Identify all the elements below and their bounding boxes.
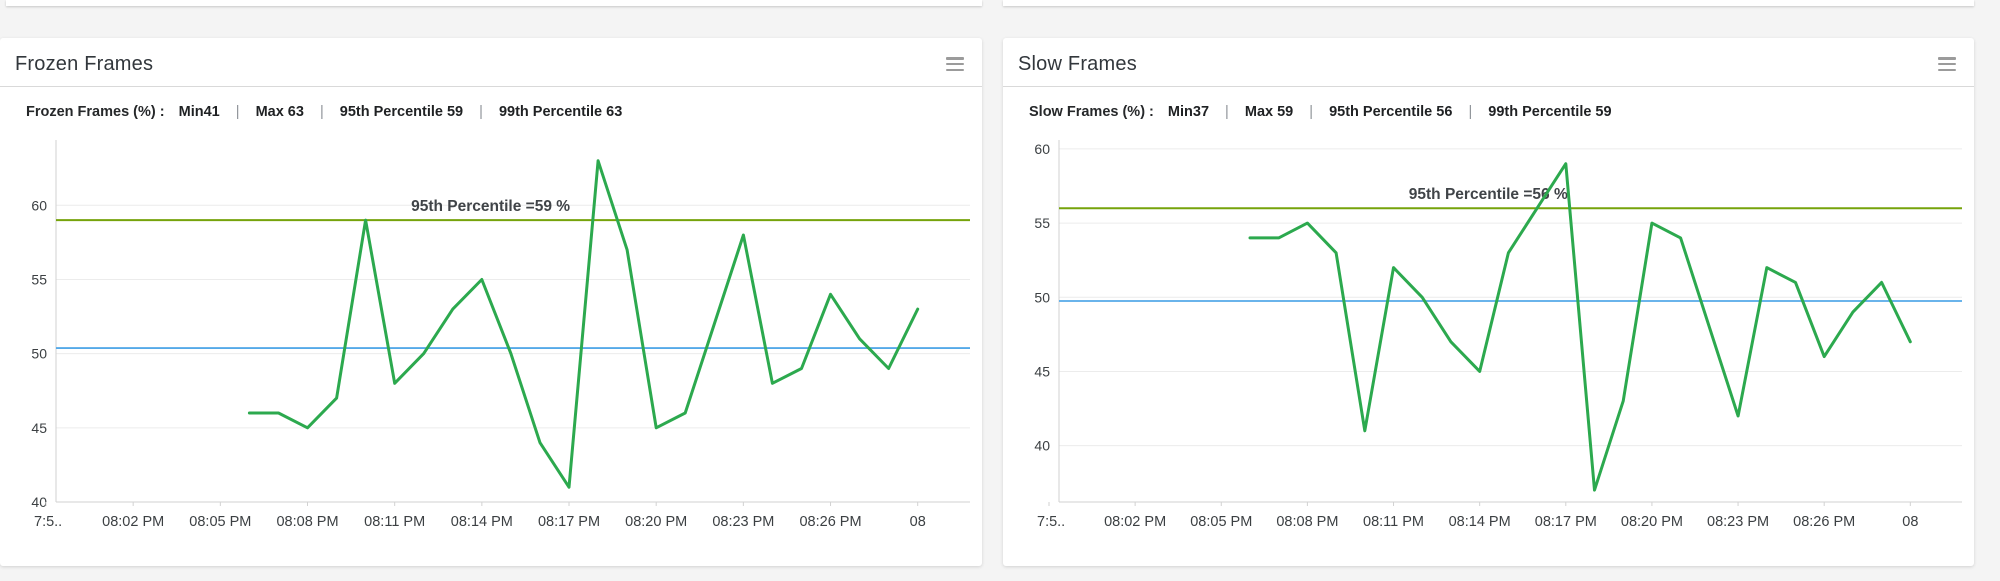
x-axis-label: 08:23 PM — [1707, 514, 1769, 530]
data-series-line — [1248, 162, 1912, 492]
stat-max: Max 59 — [1244, 104, 1294, 120]
panel-header: Slow Frames — [1003, 38, 1974, 86]
y-axis-label: 50 — [1034, 289, 1050, 305]
percentile-label: 95th Percentile =56 % — [1409, 186, 1568, 203]
panel-menu-icon[interactable] — [1938, 57, 1956, 71]
stat-p95: 95th Percentile 59 — [339, 104, 464, 120]
y-axis-label: 55 — [31, 271, 47, 287]
x-axis-label: 08:05 PM — [1190, 514, 1252, 530]
x-axis-label: 08:17 PM — [1535, 514, 1597, 530]
x-axis-label: 08:20 PM — [1621, 514, 1683, 530]
stats-prefix: Frozen Frames (%) : — [26, 104, 165, 120]
stat-min: Min41 — [178, 104, 220, 120]
panel-above-left-edge — [6, 0, 982, 6]
panel-title: Slow Frames — [1018, 52, 1137, 75]
panel-header: Frozen Frames — [0, 38, 982, 86]
slow-frames-chart: 40 45 50 55 60 7:5.. 08:02 PM 08:05 PM 08:08 PM 0… — [1011, 136, 1966, 540]
x-axis-label: 08:02 PM — [102, 514, 164, 530]
panel-title: Frozen Frames — [15, 52, 154, 75]
x-axis-label: 08:05 PM — [189, 514, 251, 530]
data-series-line — [247, 159, 920, 489]
stat-p95: 95th Percentile 56 — [1329, 104, 1453, 120]
stats-line: Slow Frames (%) : Min37 | Max 59 | 95th … — [1003, 87, 1974, 120]
x-axis-label: 08:08 PM — [276, 514, 338, 530]
stat-min: Min37 — [1167, 104, 1210, 120]
stat-max: Max 63 — [255, 104, 304, 120]
frozen-frames-chart: 40 45 50 55 60 7:5.. 08:02 PM 08:05 PM 08:08 PM 0… — [8, 136, 974, 540]
x-axis-label: 08 — [910, 514, 926, 530]
x-axis-label: 08:11 PM — [1363, 514, 1424, 530]
frozen-frames-panel: Frozen Frames Frozen Frames (%) : Min41 … — [0, 38, 982, 566]
stats-separator: | — [1468, 104, 1473, 120]
x-axis-label: 08:23 PM — [712, 514, 774, 530]
stats-separator: | — [479, 104, 483, 120]
stats-line: Frozen Frames (%) : Min41 | Max 63 | 95t… — [0, 87, 982, 120]
stats-separator: | — [1309, 104, 1314, 120]
stat-p99: 99th Percentile 59 — [1488, 104, 1612, 120]
stats-separator: | — [235, 104, 240, 120]
x-axis-label: 08:02 PM — [1104, 514, 1166, 530]
y-axis-label: 40 — [31, 494, 47, 510]
stats-separator: | — [319, 104, 324, 120]
y-axis-label: 45 — [1034, 363, 1050, 379]
x-axis-label: 08:20 PM — [625, 514, 687, 530]
panel-above-right-edge — [1003, 0, 1974, 6]
header-divider — [1003, 86, 1974, 87]
percentile-label: 95th Percentile =59 % — [411, 198, 570, 215]
header-divider — [0, 86, 982, 87]
line-chart-svg: 40 45 50 55 60 7:5.. 08:02 PM 08:05 PM 08:08 PM 0… — [31, 140, 970, 530]
y-axis-label: 50 — [31, 346, 47, 362]
y-axis-label: 40 — [1034, 438, 1050, 454]
x-axis-label: 08:14 PM — [451, 514, 513, 530]
stat-p99: 99th Percentile 63 — [498, 104, 623, 120]
x-axis-label: 08:14 PM — [1449, 514, 1511, 530]
y-axis-label: 60 — [1034, 141, 1050, 157]
x-axis-label: 7:5.. — [34, 514, 62, 530]
line-chart-svg: 40 45 50 55 60 7:5.. 08:02 PM 08:05 PM 08:08 PM 0… — [1034, 140, 1962, 530]
stats-prefix: Slow Frames (%) : — [1029, 104, 1154, 120]
y-axis-label: 55 — [1034, 215, 1050, 231]
x-axis-label: 08 — [1902, 514, 1918, 530]
x-axis-label: 08:17 PM — [538, 514, 600, 530]
panel-menu-icon[interactable] — [946, 57, 964, 71]
y-axis-label: 60 — [31, 197, 47, 213]
x-axis-label: 08:08 PM — [1276, 514, 1338, 530]
x-axis-label: 08:26 PM — [1793, 514, 1855, 530]
y-axis-label: 45 — [31, 420, 47, 436]
stats-separator: | — [1225, 104, 1229, 120]
slow-frames-panel: Slow Frames Slow Frames (%) : Min37 | Ma… — [1003, 38, 1974, 566]
x-axis-label: 7:5.. — [1037, 514, 1065, 530]
x-axis-label: 08:26 PM — [799, 514, 861, 530]
x-axis-label: 08:11 PM — [364, 514, 425, 530]
